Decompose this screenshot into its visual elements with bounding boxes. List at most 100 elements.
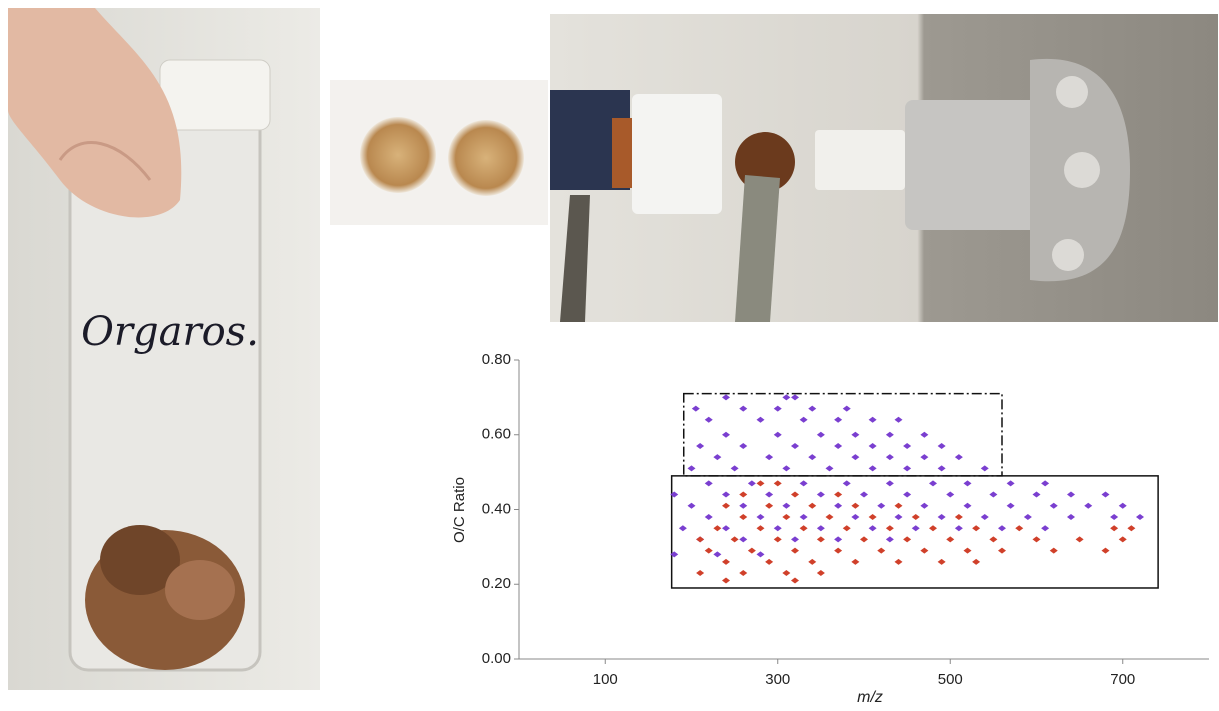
data-point <box>946 536 955 543</box>
data-point <box>687 502 696 509</box>
data-point <box>937 558 946 565</box>
data-point <box>799 525 808 532</box>
data-point <box>791 547 799 554</box>
data-point <box>670 551 679 558</box>
data-point <box>816 570 825 577</box>
data-point <box>954 525 963 532</box>
data-point <box>799 480 808 487</box>
data-point <box>704 513 713 520</box>
data-point <box>1032 491 1041 498</box>
data-point <box>773 480 782 487</box>
data-point <box>765 502 774 509</box>
data-point <box>842 405 851 412</box>
y-tick-label: 0.00 <box>482 650 511 667</box>
data-point <box>722 394 730 401</box>
data-point <box>1032 536 1041 543</box>
data-point <box>791 577 799 584</box>
data-point <box>1041 480 1050 487</box>
data-point <box>739 502 748 509</box>
data-point <box>834 416 843 423</box>
data-point <box>885 454 894 461</box>
data-point <box>989 536 998 543</box>
data-point <box>730 536 739 543</box>
data-point <box>954 454 963 461</box>
data-point <box>834 442 843 449</box>
data-point <box>722 577 730 584</box>
data-point <box>920 454 929 461</box>
data-point <box>799 513 808 520</box>
data-point <box>791 536 799 543</box>
data-point <box>920 547 929 554</box>
data-point <box>1084 502 1093 509</box>
data-point <box>903 442 912 449</box>
data-point <box>739 491 748 498</box>
data-point <box>937 513 946 520</box>
data-point <box>791 491 799 498</box>
data-point <box>791 442 799 449</box>
data-point <box>903 536 912 543</box>
data-point <box>1136 513 1144 520</box>
data-point <box>1118 536 1127 543</box>
data-point <box>937 442 946 449</box>
data-point <box>678 525 687 532</box>
data-point <box>808 405 817 412</box>
data-point <box>1118 502 1127 509</box>
data-point <box>816 536 825 543</box>
data-point <box>1075 536 1084 543</box>
y-tick-label: 0.60 <box>482 426 511 443</box>
ion-source-photo <box>550 14 1218 322</box>
data-point <box>1067 513 1075 520</box>
data-point <box>747 547 756 554</box>
data-point <box>851 431 860 438</box>
data-point <box>816 525 825 532</box>
data-point <box>739 570 748 577</box>
data-point <box>851 454 860 461</box>
data-point <box>808 454 817 461</box>
data-point <box>868 416 877 423</box>
data-point <box>860 536 868 543</box>
data-point <box>765 491 774 498</box>
data-point <box>834 491 843 498</box>
data-point <box>782 570 791 577</box>
data-point <box>920 502 929 509</box>
data-point <box>972 558 981 565</box>
x-axis-label: m/z <box>857 689 883 706</box>
data-point <box>903 491 912 498</box>
data-point <box>1015 525 1024 532</box>
data-point <box>704 416 713 423</box>
data-point <box>808 502 817 509</box>
y-axis-label: O/C Ratio <box>451 477 468 543</box>
data-point <box>1006 480 1015 487</box>
data-point <box>730 465 739 472</box>
data-point <box>842 480 851 487</box>
data-point <box>894 416 903 423</box>
data-point <box>1023 513 1032 520</box>
data-point <box>739 442 748 449</box>
data-point <box>722 431 730 438</box>
data-point <box>868 442 877 449</box>
data-point <box>773 525 782 532</box>
data-point <box>911 513 920 520</box>
data-point <box>773 405 782 412</box>
data-point <box>834 502 843 509</box>
data-point <box>877 547 886 554</box>
data-point <box>885 480 894 487</box>
data-point <box>739 405 748 412</box>
data-point <box>773 431 782 438</box>
data-point <box>851 558 860 565</box>
data-point <box>834 536 843 543</box>
data-point <box>782 394 791 401</box>
data-point <box>765 454 774 461</box>
data-point <box>1067 491 1075 498</box>
data-point <box>1101 491 1110 498</box>
data-point <box>704 547 713 554</box>
data-point <box>1110 513 1119 520</box>
data-point <box>756 416 765 423</box>
data-point <box>868 525 877 532</box>
data-point <box>1041 525 1050 532</box>
data-point <box>954 513 963 520</box>
data-point <box>782 513 791 520</box>
data-point <box>791 394 799 401</box>
data-point <box>851 502 860 509</box>
